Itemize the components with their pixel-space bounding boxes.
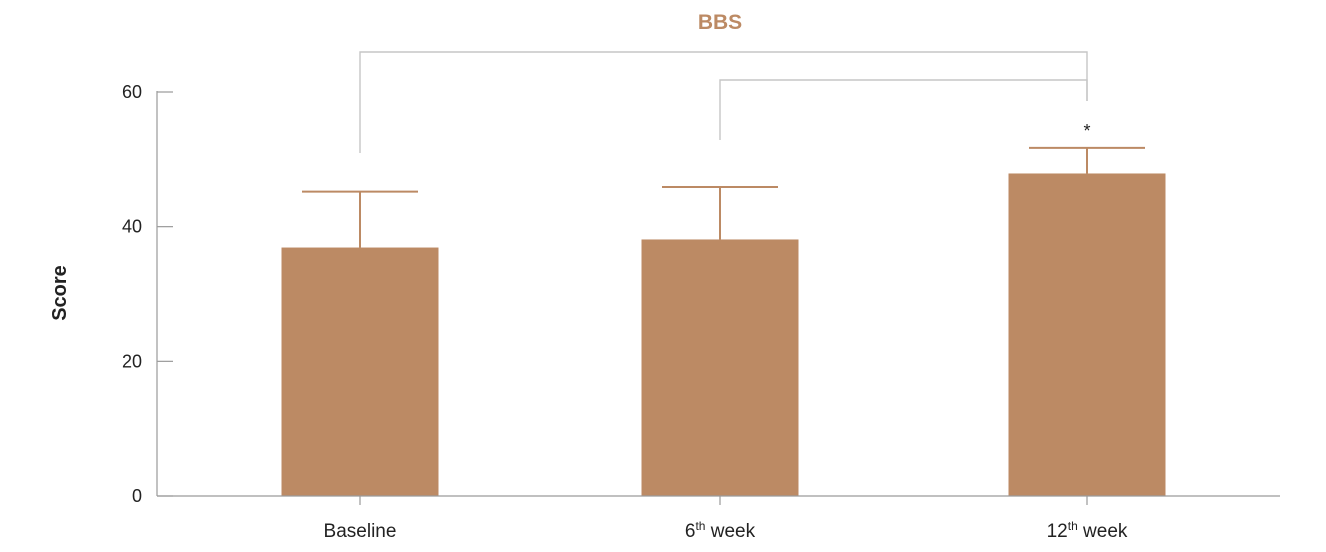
significance-bracket-0	[359, 51, 1088, 153]
significance-brackets	[359, 51, 1088, 153]
bars	[281, 173, 1166, 496]
axes	[156, 91, 1280, 505]
y-tick-label-40: 40	[122, 217, 142, 237]
error-bars	[302, 146, 1145, 248]
tick-labels: 0 20 40 60 Baseline 6th week 12th week *	[122, 82, 1128, 542]
y-tick-label-0: 0	[132, 486, 142, 506]
significance-bracket-1	[719, 79, 1088, 140]
x-tick-label-1: 6th week	[685, 519, 756, 542]
x-tick-label-0: Baseline	[324, 521, 397, 542]
chart-title: BBS	[698, 11, 742, 34]
x-tick-label-2: 12th week	[1047, 519, 1128, 542]
bar-0	[281, 247, 439, 496]
bar-1	[641, 239, 799, 496]
bar-2	[1008, 173, 1166, 496]
y-tick-label-60: 60	[122, 82, 142, 102]
y-tick-label-20: 20	[122, 351, 142, 371]
significance-label-0: *	[1083, 121, 1090, 141]
y-axis-label: Score	[49, 265, 71, 321]
